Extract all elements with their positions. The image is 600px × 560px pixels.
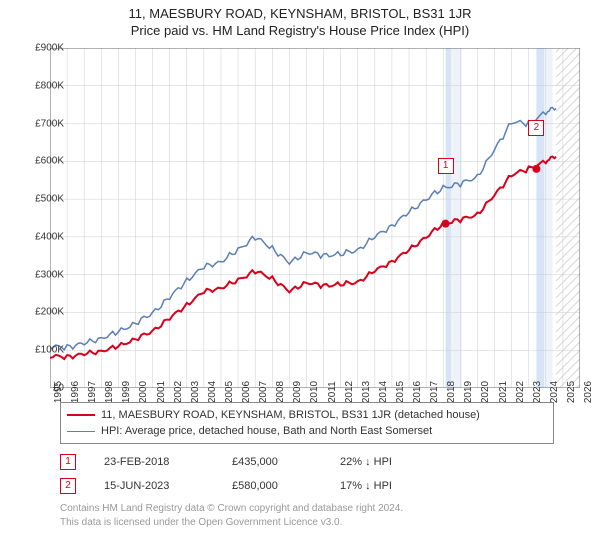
- sale-delta: 17% ↓ HPI: [340, 480, 440, 492]
- x-axis-label: 2016: [412, 381, 423, 403]
- x-axis-label: 2003: [190, 381, 201, 403]
- chart-svg: [50, 48, 580, 388]
- sale-annotation-marker: 1: [438, 158, 454, 174]
- sale-row: 2 15-JUN-2023 £580,000 17% ↓ HPI: [60, 474, 440, 498]
- y-axis-label: £400K: [16, 231, 64, 242]
- sale-date: 23-FEB-2018: [104, 456, 204, 468]
- sales-table: 1 23-FEB-2018 £435,000 22% ↓ HPI 2 15-JUN-202…: [60, 450, 440, 498]
- chart-title: 11, MAESBURY ROAD, KEYNSHAM, BRISTOL, BS…: [0, 6, 600, 21]
- sale-delta: 22% ↓ HPI: [340, 456, 440, 468]
- y-axis-label: £900K: [16, 43, 64, 54]
- legend-label: HPI: Average price, detached house, Bath…: [101, 423, 432, 439]
- x-axis-label: 2000: [138, 381, 149, 403]
- legend-label: 11, MAESBURY ROAD, KEYNSHAM, BRISTOL, BS…: [101, 407, 480, 423]
- x-axis-label: 2004: [207, 381, 218, 403]
- x-axis-label: 2021: [498, 381, 509, 403]
- y-axis-label: £300K: [16, 269, 64, 280]
- x-axis-label: 2007: [258, 381, 269, 403]
- footnote: Contains HM Land Registry data © Crown c…: [60, 502, 403, 530]
- sale-annotation-marker: 2: [528, 120, 544, 136]
- x-axis-label: 2017: [429, 381, 440, 403]
- x-axis-label: 1995: [53, 381, 64, 403]
- legend-swatch: [67, 431, 95, 432]
- x-axis-label: 2013: [361, 381, 372, 403]
- x-axis-label: 2002: [173, 381, 184, 403]
- y-axis-label: £800K: [16, 80, 64, 91]
- legend-row: 11, MAESBURY ROAD, KEYNSHAM, BRISTOL, BS…: [67, 407, 547, 423]
- footnote-line-1: Contains HM Land Registry data © Crown c…: [60, 502, 403, 516]
- x-axis-label: 2019: [463, 381, 474, 403]
- y-axis-label: £500K: [16, 194, 64, 205]
- x-axis-label: 2006: [241, 381, 252, 403]
- x-axis-label: 1999: [121, 381, 132, 403]
- legend-row: HPI: Average price, detached house, Bath…: [67, 423, 547, 439]
- x-axis-label: 1997: [87, 381, 98, 403]
- legend-box: 11, MAESBURY ROAD, KEYNSHAM, BRISTOL, BS…: [60, 402, 554, 444]
- x-axis-label: 2010: [309, 381, 320, 403]
- x-axis-label: 2008: [275, 381, 286, 403]
- x-axis-label: 1998: [104, 381, 115, 403]
- sale-price: £435,000: [232, 456, 312, 468]
- sale-date: 15-JUN-2023: [104, 480, 204, 492]
- x-axis-label: 2020: [480, 381, 491, 403]
- x-axis-label: 1996: [70, 381, 81, 403]
- x-axis-label: 2005: [224, 381, 235, 403]
- sale-marker: 1: [60, 454, 76, 470]
- x-axis-label: 2015: [395, 381, 406, 403]
- x-axis-label: 2014: [378, 381, 389, 403]
- sale-price: £580,000: [232, 480, 312, 492]
- x-axis-label: 2022: [515, 381, 526, 403]
- chart-subtitle: Price paid vs. HM Land Registry's House …: [0, 21, 600, 38]
- x-axis-label: 2024: [549, 381, 560, 403]
- x-axis-label: 2025: [566, 381, 577, 403]
- x-axis-label: 2012: [344, 381, 355, 403]
- x-axis-label: 2026: [583, 381, 594, 403]
- y-axis-label: £200K: [16, 307, 64, 318]
- x-axis-label: 2023: [532, 381, 543, 403]
- y-axis-label: £700K: [16, 118, 64, 129]
- x-axis-label: 2018: [446, 381, 457, 403]
- x-axis-label: 2011: [327, 381, 338, 403]
- chart-plot-area: [50, 48, 580, 388]
- x-axis-label: 2009: [292, 381, 303, 403]
- sale-marker: 2: [60, 478, 76, 494]
- y-axis-label: £100K: [16, 345, 64, 356]
- y-axis-label: £600K: [16, 156, 64, 167]
- x-axis-label: 2001: [156, 381, 167, 403]
- footnote-line-2: This data is licensed under the Open Gov…: [60, 516, 403, 530]
- legend-swatch: [67, 414, 95, 416]
- sale-row: 1 23-FEB-2018 £435,000 22% ↓ HPI: [60, 450, 440, 474]
